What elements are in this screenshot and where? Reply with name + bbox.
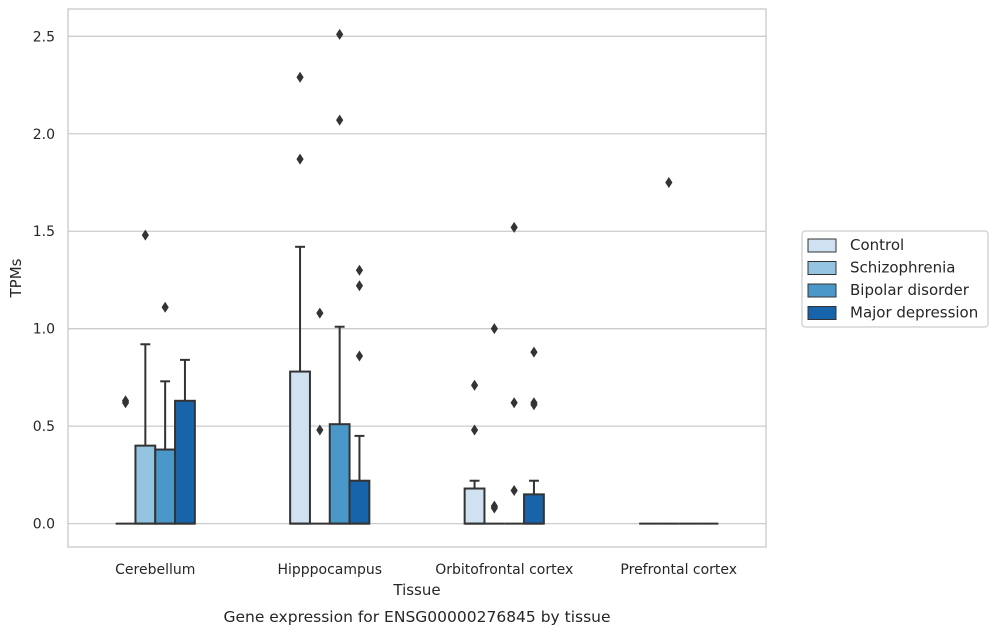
outlier-point — [355, 280, 364, 292]
outlier-point — [296, 153, 304, 165]
box-group — [154, 301, 177, 525]
y-tick-label: 1.0 — [33, 322, 55, 338]
box-group — [309, 307, 330, 525]
box-group — [174, 358, 196, 525]
outlier-point — [510, 221, 518, 233]
outlier-point — [161, 301, 169, 313]
x-tick-label: Cerebellum — [115, 562, 195, 578]
outlier-point — [470, 424, 479, 436]
outlier-point — [316, 424, 324, 436]
outlier-point — [490, 323, 498, 335]
box-group — [134, 229, 157, 525]
box-group — [115, 395, 136, 525]
chart-caption: Gene expression for ENSG00000276845 by t… — [223, 608, 610, 626]
x-tick-label: Prefrontal cortex — [620, 562, 737, 578]
legend-swatch — [807, 238, 837, 253]
box-group — [504, 221, 525, 525]
box-iqr — [328, 423, 351, 525]
outlier-point — [530, 397, 538, 409]
legend: Control Schizophrenia Bipolar disorder Majo… — [801, 230, 989, 328]
outlier-point — [296, 71, 304, 83]
box-group — [463, 379, 486, 525]
y-tick-label: 0.0 — [33, 517, 55, 533]
outlier-point — [355, 350, 364, 362]
x-tick-label: Orbitofrontal cortex — [435, 562, 573, 578]
outlier-point — [355, 264, 364, 276]
box-group — [289, 71, 311, 525]
box-group — [658, 176, 679, 525]
box-iqr — [134, 444, 157, 525]
legend-label: Schizophrenia — [850, 259, 955, 277]
x-tick-label: Hipppocampus — [277, 562, 382, 578]
box-group — [523, 346, 545, 525]
outlier-point — [141, 229, 149, 241]
outlier-point — [470, 379, 479, 391]
outlier-point — [336, 28, 344, 40]
outlier-point — [121, 395, 130, 407]
plot-frame — [67, 8, 767, 548]
box-group — [484, 323, 505, 525]
box-iqr — [463, 487, 486, 525]
box-iqr — [174, 399, 196, 525]
legend-swatch — [807, 283, 837, 298]
y-tick-label: 0.5 — [33, 419, 55, 435]
y-tick-label: 2.5 — [33, 29, 55, 45]
outlier-point — [510, 484, 518, 496]
y-axis-ticks: 0.0 0.5 1.0 1.5 2.0 2.5 — [33, 29, 55, 532]
box-group — [328, 28, 351, 525]
box-iqr — [348, 479, 371, 525]
outlier-point — [510, 397, 518, 409]
boxes — [115, 28, 719, 525]
y-tick-label: 2.0 — [33, 127, 55, 143]
outlier-point — [530, 346, 538, 358]
legend-swatch — [807, 306, 837, 320]
y-tick-label: 1.5 — [33, 224, 55, 240]
legend-label: Control — [850, 236, 904, 254]
x-axis-label: Tissue — [392, 581, 440, 599]
outlier-point — [665, 176, 673, 188]
legend-frame — [801, 230, 989, 328]
x-axis-ticks: Cerebellum Hipppocampus Orbitofrontal cort… — [115, 562, 737, 578]
box-group — [348, 264, 371, 525]
legend-label: Major depression — [850, 304, 978, 322]
outlier-point — [336, 114, 344, 126]
box-iqr — [523, 493, 545, 525]
legend-label: Bipolar disorder — [850, 281, 970, 299]
legend-swatch — [807, 261, 837, 275]
box-iqr — [154, 448, 177, 525]
outlier-point — [316, 307, 324, 319]
box-iqr — [289, 370, 311, 525]
y-axis-label: TPMs — [7, 258, 25, 298]
outlier-point — [490, 500, 498, 512]
